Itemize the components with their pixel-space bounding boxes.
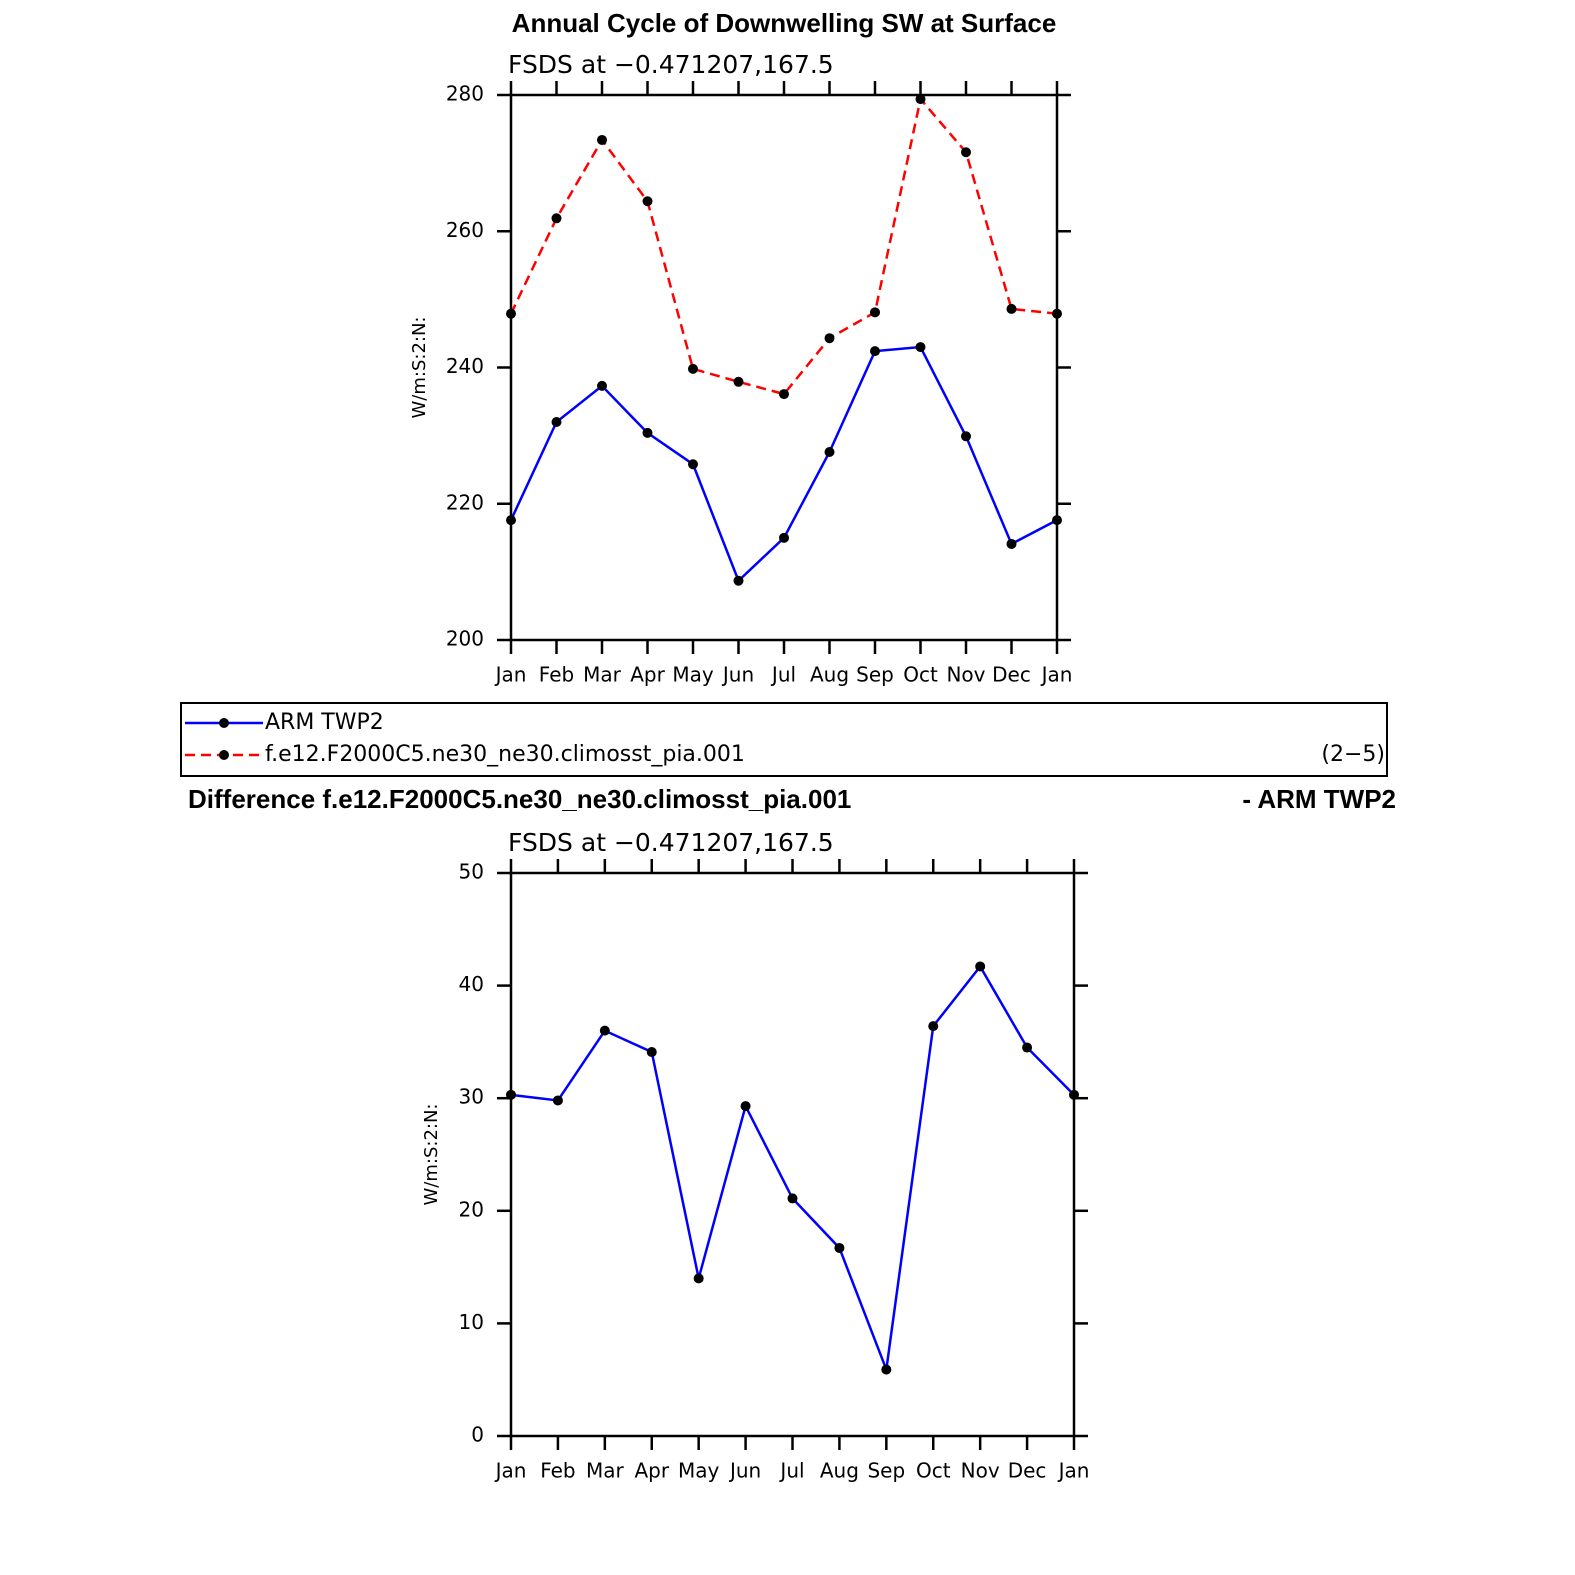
chart-title-right: - ARM TWP2: [1242, 784, 1396, 814]
marker: [1069, 1089, 1079, 1100]
marker: [870, 346, 880, 357]
x-tick-label: Feb: [540, 1459, 575, 1483]
x-tick-label: May: [672, 663, 714, 687]
x-tick-label: Jan: [494, 1459, 527, 1483]
y-tick-label: 280: [446, 82, 484, 106]
series-line: [509, 96, 1058, 396]
marker: [688, 459, 698, 470]
marker: [915, 342, 926, 353]
y-tick-label: 240: [446, 354, 484, 378]
marker: [1052, 515, 1062, 526]
y-tick-label: 0: [471, 1423, 484, 1447]
legend-marker: [219, 750, 229, 760]
marker: [824, 333, 835, 344]
chart-title: Difference f.e12.F2000C5.ne30_ne30.climo…: [188, 784, 851, 814]
y-tick-label: 260: [446, 218, 484, 242]
subtitle: FSDS at −0.471207,167.5: [508, 50, 834, 79]
x-tick-label: Mar: [586, 1459, 625, 1483]
marker: [1052, 308, 1062, 319]
y-tick-label: 50: [459, 860, 484, 884]
x-tick-label: Oct: [916, 1459, 951, 1483]
x-tick-label: Jun: [721, 663, 754, 687]
marker: [733, 575, 744, 586]
marker: [552, 1095, 563, 1106]
marker: [779, 532, 789, 543]
marker: [834, 1242, 845, 1253]
x-tick-label: Sep: [867, 1459, 905, 1483]
marker: [779, 389, 789, 400]
marker: [642, 427, 653, 438]
y-tick-label: 40: [459, 972, 484, 996]
marker: [915, 94, 926, 105]
marker: [506, 308, 516, 319]
marker: [881, 1364, 892, 1375]
legend-marker: [219, 718, 229, 728]
chart-title: Annual Cycle of Downwelling SW at Surfac…: [512, 8, 1057, 38]
marker: [1006, 303, 1017, 314]
marker: [599, 1025, 610, 1036]
y-tick-label: 20: [459, 1197, 484, 1221]
marker: [551, 213, 562, 224]
marker: [642, 196, 653, 207]
legend-annotation: (2−5): [1321, 742, 1385, 767]
y-tick-label: 10: [459, 1310, 484, 1334]
y-tick-label: 30: [459, 1085, 484, 1109]
legend-label: f.e12.F2000C5.ne30_ne30.climosst_pia.001: [265, 742, 745, 767]
marker: [693, 1273, 704, 1284]
x-tick-label: Nov: [946, 663, 985, 687]
x-tick-label: Jul: [770, 663, 796, 687]
plot-frame: [509, 871, 1076, 1438]
marker: [961, 147, 971, 158]
x-tick-label: Apr: [630, 663, 665, 687]
y-axis-label: W/m:S:2:N:: [409, 317, 430, 419]
x-tick-label: Dec: [1008, 1459, 1047, 1483]
x-tick-label: Oct: [903, 663, 938, 687]
x-tick-label: Feb: [539, 663, 574, 687]
marker: [928, 1021, 939, 1032]
legend-label: ARM TWP2: [265, 710, 384, 735]
series-line: [510, 964, 1075, 1371]
x-tick-label: May: [678, 1459, 720, 1483]
x-tick-label: Jan: [494, 663, 527, 687]
subtitle: FSDS at −0.471207,167.5: [508, 828, 834, 857]
marker: [961, 431, 971, 442]
marker: [787, 1193, 798, 1204]
series-line: [509, 345, 1058, 583]
marker: [597, 380, 607, 391]
x-tick-label: Apr: [634, 1459, 669, 1483]
marker: [870, 307, 880, 318]
marker: [740, 1101, 751, 1112]
y-tick-label: 200: [446, 627, 484, 651]
x-tick-label: Jun: [728, 1459, 761, 1483]
marker: [597, 134, 607, 145]
marker: [1022, 1042, 1033, 1053]
marker: [646, 1047, 657, 1058]
marker: [688, 363, 698, 374]
x-tick-label: Dec: [992, 663, 1031, 687]
x-tick-label: Sep: [856, 663, 894, 687]
x-tick-label: Jan: [1057, 1459, 1090, 1483]
y-tick-label: 220: [446, 490, 484, 514]
y-axis-label: W/m:S:2:N:: [421, 1104, 442, 1206]
marker: [1006, 538, 1017, 549]
marker: [506, 515, 516, 526]
x-tick-label: Jul: [778, 1459, 804, 1483]
marker: [975, 961, 986, 972]
x-tick-label: Nov: [961, 1459, 1000, 1483]
x-tick-label: Jan: [1040, 663, 1073, 687]
marker: [733, 376, 744, 387]
x-tick-label: Mar: [583, 663, 622, 687]
legend-box: [180, 702, 1388, 777]
marker: [824, 446, 835, 457]
x-tick-label: Aug: [820, 1459, 859, 1483]
marker: [551, 417, 562, 427]
plot-frame: [509, 93, 1059, 642]
marker: [506, 1089, 516, 1100]
x-tick-label: Aug: [810, 663, 849, 687]
